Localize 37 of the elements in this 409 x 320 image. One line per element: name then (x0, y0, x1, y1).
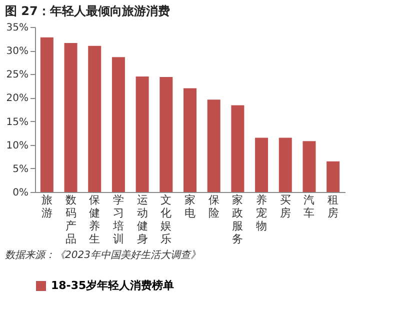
y-tick-label: 0% (12, 188, 28, 198)
y-tick-label: 30% (6, 46, 28, 58)
x-tick-label: 保健养生 (89, 194, 100, 246)
x-tick-label: 家电 (184, 194, 196, 220)
x-tick-label: 养宠物 (256, 194, 268, 232)
x-tick-label: 租房 (328, 194, 339, 220)
source-note: 数据来源：《2023年中国美好生活大调查》 (5, 249, 200, 261)
bar (112, 57, 125, 192)
x-tick-label: 买房 (280, 194, 291, 220)
x-tick-label: 文化娱乐 (160, 194, 172, 246)
bar (207, 100, 220, 192)
x-tick-label: 数码产品 (65, 194, 76, 246)
y-tick-label: 25% (6, 70, 28, 81)
y-tick-label: 10% (6, 140, 28, 152)
bar (255, 138, 268, 192)
x-tick-label: 汽车 (304, 194, 315, 220)
bar (88, 46, 102, 192)
bar (40, 37, 54, 192)
bar (326, 161, 340, 192)
y-tick-label: 15% (6, 116, 28, 128)
bar (136, 76, 149, 192)
x-tick-label: 旅游 (41, 194, 52, 220)
legend-label: 18-35岁年轻人消费榜单 (51, 279, 174, 292)
chart-title: 图 27：年轻人最倾向旅游消费 (5, 4, 170, 18)
bar (231, 105, 244, 192)
y-tick-label: 35% (6, 22, 28, 34)
y-tick-label: 20% (6, 93, 28, 104)
x-tick-label: 学习培训 (112, 194, 124, 246)
bar (302, 141, 316, 192)
x-tick-label: 运动健身 (136, 194, 148, 246)
bar (184, 88, 196, 192)
x-tick-label: 保险 (208, 194, 220, 220)
bar (160, 76, 173, 192)
y-tick-label: 5% (12, 164, 28, 175)
x-tick-label: 家政服务 (232, 194, 244, 246)
bar (64, 43, 78, 192)
bar (278, 138, 292, 192)
